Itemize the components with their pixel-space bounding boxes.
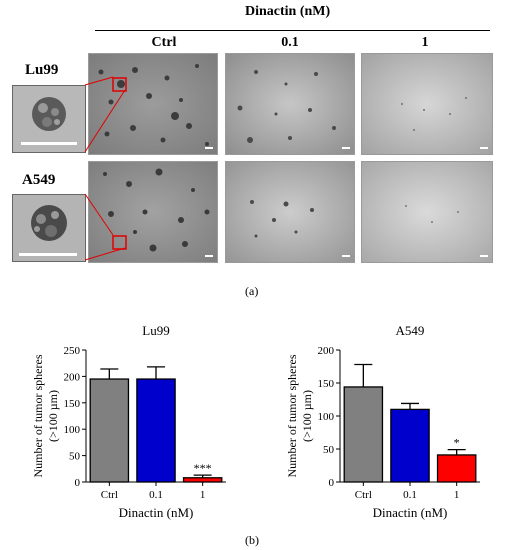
col-label-ctrl: Ctrl [151, 35, 177, 50]
lu99-ctrl-spheres [98, 64, 213, 149]
a549-x-tick-label-1: Ctrl [355, 489, 372, 501]
a549-y-axis-label-1: Number of tumor spheres [285, 354, 299, 477]
micrograph-lu99-1 [361, 53, 493, 155]
a549-ctrl-spheres [103, 168, 213, 257]
a549-significance-3: * [454, 436, 460, 450]
micrograph-a549-1 [361, 161, 493, 263]
header-rule [95, 30, 490, 31]
a549-x-tick-label-2: 0.1 [403, 489, 417, 501]
lu99-0-1-spheres [237, 70, 350, 149]
lu99-y-tick-label: 200 [64, 371, 81, 383]
lu99-bar-3 [182, 477, 223, 483]
lu99-y-tick-label: 50 [69, 451, 81, 463]
micrograph-a549-ctrl [88, 161, 218, 263]
lu99-bar-chart: Lu99 Number of tumor spheres (>100 µm) 0 50 1… [31, 323, 226, 520]
lu99-y-tick-label: 100 [64, 424, 81, 436]
a549-bar-2 [390, 408, 430, 483]
caption-b: (b) [245, 533, 259, 547]
caption-a: (a) [245, 284, 259, 298]
lu99-1-spheres [401, 97, 488, 149]
a549-x-axis-label: Dinactin (nM) [373, 505, 448, 520]
a549-y-tick-label: 0 [329, 477, 335, 489]
a549-x-tick-label-3: 1 [454, 489, 460, 501]
a549-bar-3 [436, 454, 477, 483]
lu99-x-axis-label: Dinactin (nM) [119, 505, 194, 520]
a549-y-tick-label: 200 [318, 345, 335, 357]
a549-y-axis-label-2: (>100 µm) [300, 390, 314, 442]
row-label-a549: A549 [22, 172, 56, 188]
lu99-y-tick-label: 150 [64, 398, 81, 410]
lu99-x-tick-label-3: 1 [200, 489, 206, 501]
lu99-y-axis-label-2: (>100 µm) [46, 390, 60, 442]
a549-1-spheres [405, 205, 488, 257]
micrograph-a549-0-1 [225, 161, 355, 263]
dinactin-header: Dinactin (nM) [245, 4, 331, 19]
a549-y-tick-label: 150 [318, 378, 335, 390]
lu99-sphere-inset [12, 85, 86, 153]
lu99-y-tick-label: 0 [75, 477, 81, 489]
lu99-x-tick-label-1: Ctrl [101, 489, 118, 501]
a549-y-tick-label: 100 [318, 411, 335, 423]
a549-bar-chart: A549 Number of tumor spheres (>100 µm) 0 50 1… [285, 323, 480, 520]
micrograph-lu99-ctrl [88, 53, 218, 155]
lu99-y-tick-label: 250 [64, 345, 81, 357]
a549-0-1-spheres [250, 200, 350, 257]
lu99-bar-2 [136, 378, 176, 483]
a549-y-tick-label: 50 [323, 444, 335, 456]
a549-bar-1 [343, 386, 384, 483]
row-label-lu99: Lu99 [25, 62, 59, 78]
col-label-1: 1 [421, 35, 429, 50]
a549-chart-title: A549 [396, 323, 425, 338]
lu99-chart-title: Lu99 [142, 323, 169, 338]
lu99-significance-3: *** [194, 461, 212, 475]
lu99-bar-1 [89, 378, 130, 483]
lu99-x-tick-label-2: 0.1 [149, 489, 163, 501]
lu99-y-axis-label-1: Number of tumor spheres [31, 354, 45, 477]
col-label-0-1: 0.1 [281, 35, 299, 50]
a549-sphere-inset [12, 194, 86, 262]
micrograph-lu99-0-1 [225, 53, 355, 155]
zoom-connector-lines [84, 76, 126, 261]
